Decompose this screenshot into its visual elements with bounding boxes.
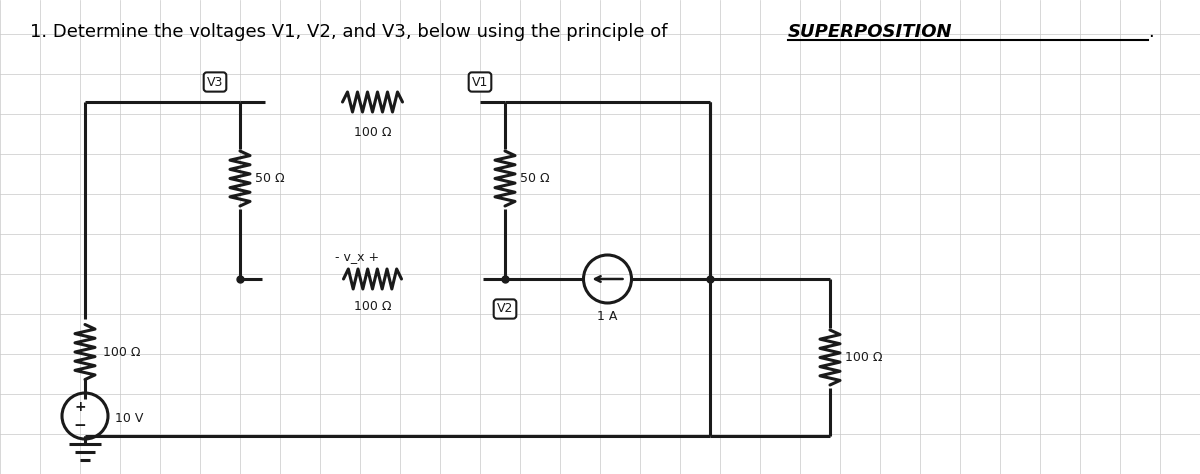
Text: 1. Determine the voltages V1, V2, and V3, below using the principle of: 1. Determine the voltages V1, V2, and V3… [30, 23, 673, 41]
Text: V1: V1 [472, 75, 488, 89]
Text: 50 Ω: 50 Ω [520, 172, 550, 185]
Text: V3: V3 [206, 75, 223, 89]
Text: 100 Ω: 100 Ω [354, 301, 391, 313]
Text: SUPERPOSITION: SUPERPOSITION [788, 23, 953, 41]
Text: 100 Ω: 100 Ω [845, 351, 882, 364]
Text: −: − [73, 419, 86, 434]
Text: - v_x +: - v_x + [336, 250, 379, 264]
Text: 100 Ω: 100 Ω [354, 126, 391, 138]
Text: 50 Ω: 50 Ω [254, 172, 284, 185]
Text: 100 Ω: 100 Ω [103, 346, 140, 358]
Text: 1 A: 1 A [598, 310, 618, 323]
Text: .: . [1148, 23, 1153, 41]
Text: V2: V2 [497, 302, 514, 316]
Text: +: + [74, 400, 86, 414]
Text: 10 V: 10 V [115, 412, 143, 426]
